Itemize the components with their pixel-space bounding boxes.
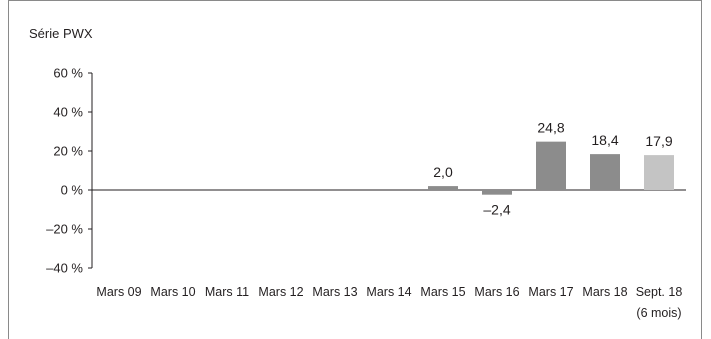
y-tick-label: 60 %	[53, 66, 83, 81]
y-axis-ticks: 60 % 40 % 20 % 0 % –20 % –40 %	[46, 66, 92, 276]
y-tick-label: 40 %	[53, 105, 83, 120]
x-tick-sublabel: (6 mois)	[636, 306, 681, 320]
y-tick-label: 20 %	[53, 144, 83, 159]
chart-title: Série PWX	[29, 26, 93, 41]
bar	[482, 190, 512, 195]
bar	[536, 141, 566, 190]
bar-value-label: –2,4	[483, 202, 510, 218]
x-tick-label: Mars 15	[420, 285, 465, 299]
x-tick-label: Mars 12	[258, 285, 303, 299]
chart-frame	[8, 0, 702, 339]
x-axis-labels: Mars 09 Mars 10 Mars 11 Mars 12 Mars 13 Mars …	[96, 285, 682, 320]
bar-value-label: 18,4	[591, 132, 618, 148]
value-labels: 2,0 –2,4 24,8 18,4 17,9	[433, 120, 673, 218]
y-tick-label: –40 %	[46, 261, 83, 276]
x-tick-label: Mars 13	[312, 285, 357, 299]
x-tick-label: Mars 17	[528, 285, 573, 299]
x-tick-label: Sept. 18	[636, 285, 683, 299]
bar	[644, 155, 674, 190]
x-tick-label: Mars 18	[582, 285, 627, 299]
bars	[428, 141, 674, 195]
x-tick-label: Mars 11	[205, 285, 249, 299]
bar-value-label: 17,9	[645, 133, 672, 149]
bar	[428, 186, 458, 190]
x-tick-label: Mars 09	[96, 285, 141, 299]
x-tick-label: Mars 16	[474, 285, 519, 299]
x-tick-label: Mars 14	[366, 285, 411, 299]
x-tick-label: Mars 10	[150, 285, 195, 299]
bar-value-label: 24,8	[537, 120, 564, 136]
y-tick-label: –20 %	[46, 222, 83, 237]
y-tick-label: 0 %	[61, 183, 84, 198]
bar-value-label: 2,0	[433, 164, 453, 180]
bar	[590, 154, 620, 190]
